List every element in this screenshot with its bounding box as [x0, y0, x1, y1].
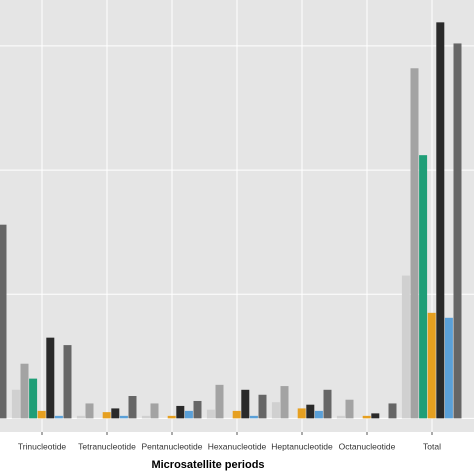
bar — [453, 43, 462, 419]
bar — [345, 399, 354, 419]
bar — [306, 404, 315, 419]
bar — [29, 378, 38, 419]
bar — [232, 410, 241, 419]
bar — [427, 312, 436, 419]
bar — [63, 345, 72, 419]
bar — [128, 396, 137, 419]
x-tick-label: Hexanucleotide — [208, 441, 267, 451]
bar — [54, 415, 63, 419]
bar — [249, 415, 258, 419]
bar — [371, 413, 380, 419]
bar — [206, 409, 215, 419]
bar — [436, 22, 445, 419]
x-tick-label: Pentanucleotide — [142, 441, 203, 451]
bar — [37, 410, 46, 419]
bar — [111, 408, 120, 419]
bar — [314, 410, 323, 419]
bar — [444, 317, 453, 419]
bar — [271, 402, 280, 419]
bar — [241, 389, 250, 419]
bar — [401, 275, 410, 419]
bar — [388, 403, 397, 419]
bar — [102, 412, 111, 419]
bar — [410, 68, 419, 419]
bar — [258, 394, 267, 419]
bar — [193, 400, 202, 419]
bar — [362, 415, 371, 419]
bar — [46, 337, 55, 419]
plot-area — [0, 0, 474, 432]
bar — [215, 384, 224, 419]
x-tick-label: Tetranucleotide — [78, 441, 136, 451]
bar — [323, 389, 332, 419]
bar — [336, 415, 345, 419]
bar — [119, 415, 128, 419]
bar — [76, 415, 85, 419]
bar — [11, 389, 20, 419]
bar — [280, 386, 289, 419]
bar — [176, 405, 185, 419]
bar — [419, 155, 428, 419]
bar — [150, 403, 159, 419]
bar — [141, 415, 150, 419]
bar — [167, 415, 176, 419]
bar — [297, 408, 306, 419]
bar — [0, 224, 7, 419]
bar — [184, 410, 193, 419]
x-tick-label: Total — [423, 441, 441, 451]
bar — [85, 403, 94, 419]
x-tick-label: Trinucleotide — [18, 441, 67, 451]
x-tick-label: Octanucleotide — [339, 441, 396, 451]
x-axis-label: Microsatellite periods — [151, 459, 264, 471]
x-tick-label: Heptanucleotide — [271, 441, 333, 451]
bar — [20, 363, 29, 419]
